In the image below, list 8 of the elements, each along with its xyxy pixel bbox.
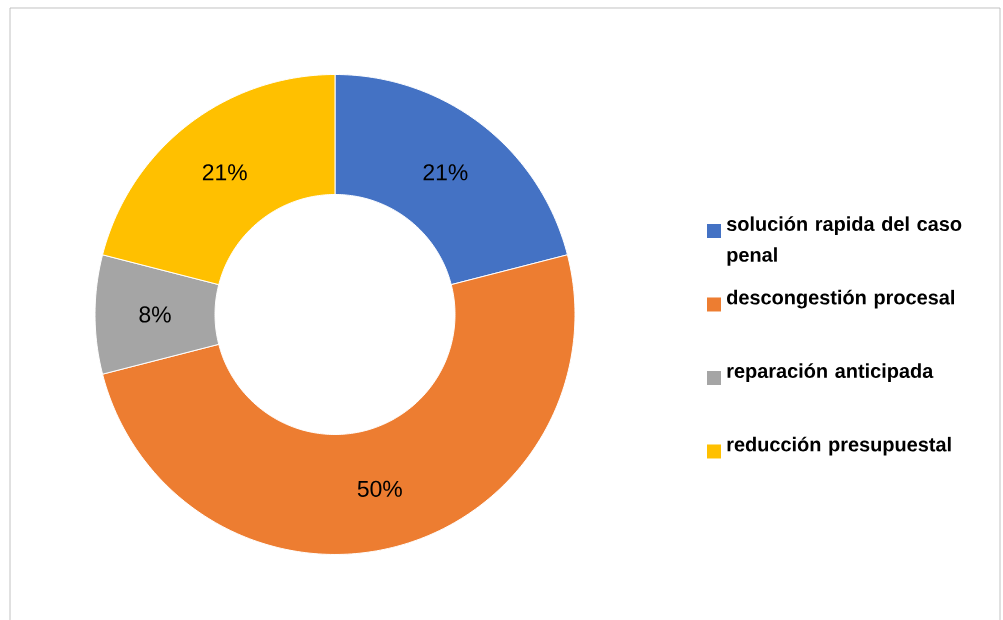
- legend-label: descongestión procesal: [727, 289, 954, 309]
- legend-label: solución rapida del caso penal: [726, 216, 962, 266]
- data-label: 21%: [202, 164, 247, 181]
- data-label: 8%: [139, 306, 171, 323]
- legend-label: reparación anticipada: [727, 363, 934, 382]
- legend-label: reducción presupuestal: [727, 436, 951, 456]
- data-label: 21%: [423, 164, 468, 181]
- data-label: 50%: [357, 480, 402, 497]
